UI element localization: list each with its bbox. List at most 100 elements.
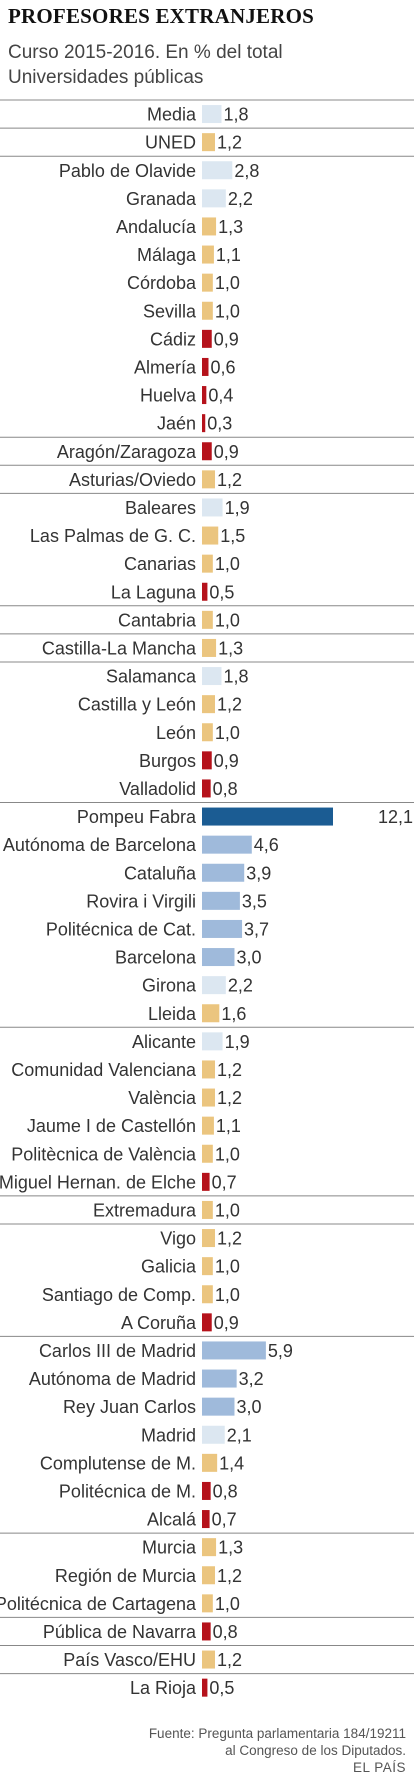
bar bbox=[202, 498, 223, 517]
source-note: Fuente: Pregunta parlamentaria 184/19211 bbox=[148, 1726, 406, 1741]
bar bbox=[202, 1229, 215, 1248]
category-label: Almería bbox=[134, 357, 197, 377]
value-label: 0,9 bbox=[214, 329, 239, 349]
value-label: 1,0 bbox=[215, 723, 240, 743]
category-label: Burgos bbox=[139, 751, 196, 771]
category-label: Vigo bbox=[160, 1229, 196, 1249]
value-label: 1,3 bbox=[218, 638, 243, 658]
category-label: Rey Juan Carlos bbox=[63, 1397, 196, 1417]
value-label: 3,5 bbox=[242, 891, 267, 911]
value-label: 1,0 bbox=[215, 554, 240, 574]
bar bbox=[202, 133, 215, 152]
bar bbox=[202, 891, 240, 910]
value-label: 1,3 bbox=[218, 217, 243, 237]
bar bbox=[202, 357, 209, 376]
category-label: Cantabria bbox=[118, 610, 197, 630]
category-label: Granada bbox=[126, 189, 197, 209]
bar bbox=[202, 414, 206, 433]
bar bbox=[202, 919, 243, 938]
value-label: 0,3 bbox=[207, 414, 232, 434]
bar bbox=[202, 526, 219, 545]
value-label: 1,1 bbox=[216, 1116, 241, 1136]
bar bbox=[202, 1622, 211, 1641]
bar bbox=[202, 105, 222, 124]
category-label: Madrid bbox=[141, 1425, 196, 1445]
category-label: Autónoma de Barcelona bbox=[3, 835, 197, 855]
value-label: 12,1 bbox=[378, 807, 413, 827]
bar bbox=[202, 779, 211, 798]
category-label: Barcelona bbox=[115, 948, 197, 968]
category-label: A Coruña bbox=[121, 1313, 197, 1333]
category-label: Jaume I de Castellón bbox=[27, 1116, 196, 1136]
category-label: Asturias/Oviedo bbox=[69, 470, 196, 490]
value-label: 2,2 bbox=[228, 976, 253, 996]
value-label: 5,9 bbox=[268, 1341, 293, 1361]
category-label: Politécnica de Cat. bbox=[46, 919, 196, 939]
category-label: Las Palmas de G. C. bbox=[30, 526, 196, 546]
bar bbox=[202, 1200, 213, 1219]
value-label: 1,3 bbox=[218, 1538, 243, 1558]
value-label: 1,0 bbox=[215, 301, 240, 321]
value-label: 0,7 bbox=[212, 1510, 237, 1530]
value-label: 1,0 bbox=[215, 1200, 240, 1220]
bar bbox=[202, 723, 213, 742]
value-label: 0,7 bbox=[212, 1172, 237, 1192]
bar bbox=[202, 863, 245, 882]
value-label: 2,1 bbox=[227, 1425, 252, 1445]
category-label: UNED bbox=[145, 133, 196, 153]
bar bbox=[202, 161, 233, 180]
category-label: Pública de Navarra bbox=[43, 1622, 197, 1642]
category-label: Media bbox=[147, 105, 197, 125]
bar bbox=[202, 1510, 210, 1529]
bar bbox=[202, 245, 214, 264]
value-label: 1,2 bbox=[217, 133, 242, 153]
category-label: Málaga bbox=[137, 245, 197, 265]
category-label: País Vasco/EHU bbox=[63, 1650, 196, 1670]
bar bbox=[202, 948, 235, 967]
value-label: 1,8 bbox=[223, 667, 248, 687]
category-label: Santiago de Comp. bbox=[42, 1285, 196, 1305]
bar bbox=[202, 1425, 225, 1444]
category-label: Carlos III de Madrid bbox=[39, 1341, 196, 1361]
value-label: 0,5 bbox=[209, 582, 234, 602]
bar bbox=[202, 807, 333, 826]
value-label: 1,0 bbox=[215, 1257, 240, 1277]
value-label: 1,8 bbox=[223, 105, 248, 125]
value-label: 3,2 bbox=[239, 1369, 264, 1389]
value-label: 3,0 bbox=[236, 948, 261, 968]
bar bbox=[202, 610, 213, 629]
bar bbox=[202, 470, 215, 489]
bar bbox=[202, 329, 212, 348]
category-label: Salamanca bbox=[106, 667, 197, 687]
value-label: 1,5 bbox=[220, 526, 245, 546]
value-label: 3,0 bbox=[236, 1397, 261, 1417]
category-label: Comunidad Valenciana bbox=[11, 1060, 197, 1080]
category-label: Huelva bbox=[140, 386, 197, 406]
category-label: Cádiz bbox=[150, 329, 196, 349]
bar bbox=[202, 1144, 213, 1163]
value-label: 1,0 bbox=[215, 1594, 240, 1614]
value-label: 1,6 bbox=[221, 1004, 246, 1024]
bar bbox=[202, 386, 207, 405]
category-label: Miguel Hernan. de Elche bbox=[0, 1172, 196, 1192]
bar bbox=[202, 1369, 237, 1388]
category-label: Andalucía bbox=[116, 217, 197, 237]
value-label: 0,6 bbox=[210, 357, 235, 377]
category-label: Politécnica de M. bbox=[59, 1481, 196, 1501]
value-label: 1,2 bbox=[217, 1566, 242, 1586]
value-label: 1,2 bbox=[217, 470, 242, 490]
category-label: València bbox=[128, 1088, 197, 1108]
source-note-2: al Congreso de los Diputados. bbox=[225, 1743, 406, 1758]
bar bbox=[202, 273, 213, 292]
value-label: 1,9 bbox=[225, 1032, 250, 1052]
category-label: Politécnica de Cartagena bbox=[0, 1594, 197, 1614]
category-label: Murcia bbox=[142, 1538, 197, 1558]
bar bbox=[202, 1538, 217, 1557]
bar bbox=[202, 667, 222, 686]
category-label: Lleida bbox=[148, 1004, 197, 1024]
value-label: 0,8 bbox=[213, 1481, 238, 1501]
bar bbox=[202, 1257, 213, 1276]
value-label: 4,6 bbox=[254, 835, 279, 855]
category-label: La Laguna bbox=[111, 582, 197, 602]
bar bbox=[202, 1004, 220, 1023]
